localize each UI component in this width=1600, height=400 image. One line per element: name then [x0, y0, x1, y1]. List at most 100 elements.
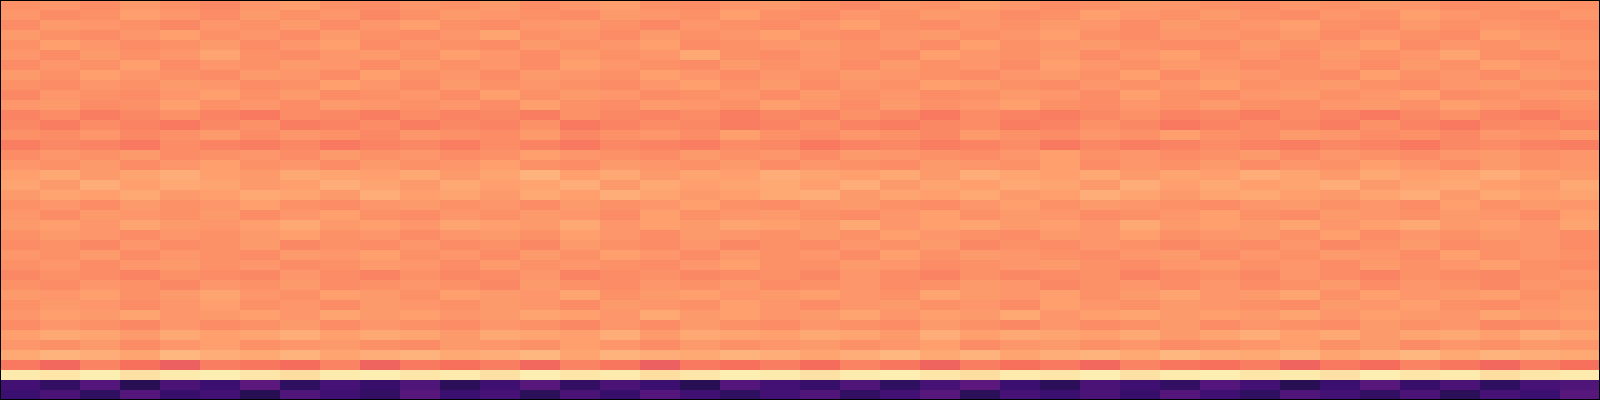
- heatmap-cell: [1360, 260, 1401, 271]
- heatmap-cell: [200, 200, 241, 211]
- heatmap-cell: [1520, 310, 1561, 321]
- heatmap-cell: [1200, 70, 1241, 81]
- heatmap-cell: [0, 150, 41, 161]
- heatmap-cell: [80, 80, 121, 91]
- heatmap-cell: [40, 260, 81, 271]
- heatmap-cell: [760, 120, 801, 131]
- heatmap-cell: [400, 300, 441, 311]
- heatmap-cell: [840, 280, 881, 291]
- heatmap-cell: [1280, 230, 1321, 241]
- heatmap-cell: [760, 160, 801, 171]
- heatmap-cell: [80, 130, 121, 141]
- heatmap-cell: [720, 320, 761, 331]
- heatmap-cell: [720, 70, 761, 81]
- heatmap-cell: [400, 330, 441, 341]
- heatmap-cell: [720, 300, 761, 311]
- heatmap-cell: [1000, 160, 1041, 171]
- heatmap-cell: [200, 160, 241, 171]
- heatmap-cell: [1040, 160, 1081, 171]
- heatmap-cell: [240, 40, 281, 51]
- heatmap-cell: [1360, 250, 1401, 261]
- heatmap-cell: [280, 70, 321, 81]
- heatmap-cell: [800, 390, 841, 400]
- heatmap-cell: [680, 80, 721, 91]
- heatmap-cell: [1400, 100, 1441, 111]
- heatmap-cell: [1560, 170, 1600, 181]
- heatmap-cell: [800, 110, 841, 121]
- heatmap-cell: [1160, 210, 1201, 221]
- heatmap-cell: [640, 290, 681, 301]
- heatmap-cell: [400, 210, 441, 221]
- heatmap-cell: [760, 390, 801, 400]
- heatmap-cell: [1040, 10, 1081, 21]
- heatmap-cell: [840, 130, 881, 141]
- heatmap-cell: [640, 390, 681, 400]
- heatmap-cell: [160, 290, 201, 301]
- heatmap-cell: [840, 160, 881, 171]
- heatmap-cell: [80, 350, 121, 361]
- heatmap-cell: [1280, 30, 1321, 41]
- heatmap-cell: [1520, 290, 1561, 301]
- heatmap-cell: [480, 10, 521, 21]
- heatmap-cell: [760, 370, 801, 381]
- heatmap-cell: [320, 210, 361, 221]
- heatmap-cell: [440, 190, 481, 201]
- heatmap-cell: [240, 240, 281, 251]
- heatmap-cell: [400, 190, 441, 201]
- heatmap-cell: [80, 0, 121, 11]
- heatmap-cell: [960, 240, 1001, 251]
- heatmap-cell: [1560, 10, 1600, 21]
- heatmap-cell: [400, 260, 441, 271]
- heatmap-cell: [240, 160, 281, 171]
- heatmap-cell: [200, 280, 241, 291]
- heatmap-cell: [120, 60, 161, 71]
- heatmap-cell: [1040, 60, 1081, 71]
- heatmap-cell: [600, 250, 641, 261]
- heatmap-cell: [160, 140, 201, 151]
- heatmap-cell: [160, 150, 201, 161]
- heatmap-cell: [80, 370, 121, 381]
- heatmap-cell: [280, 260, 321, 271]
- heatmap-cell: [1400, 370, 1441, 381]
- heatmap-cell: [1240, 250, 1281, 261]
- heatmap-cell: [1360, 200, 1401, 211]
- heatmap-cell: [1120, 10, 1161, 21]
- heatmap-cell: [960, 290, 1001, 301]
- heatmap-cell: [160, 370, 201, 381]
- heatmap-cells: [0, 0, 1600, 400]
- heatmap-cell: [360, 290, 401, 301]
- heatmap-cell: [760, 190, 801, 201]
- heatmap-cell: [1480, 230, 1521, 241]
- heatmap-cell: [920, 20, 961, 31]
- heatmap-cell: [1040, 300, 1081, 311]
- heatmap-cell: [120, 270, 161, 281]
- heatmap-cell: [1360, 370, 1401, 381]
- heatmap-cell: [1280, 320, 1321, 331]
- heatmap-cell: [1240, 390, 1281, 400]
- heatmap-cell: [360, 300, 401, 311]
- heatmap-cell: [240, 30, 281, 41]
- heatmap-cell: [200, 30, 241, 41]
- heatmap-cell: [320, 390, 361, 400]
- heatmap-cell: [560, 160, 601, 171]
- heatmap-cell: [1280, 180, 1321, 191]
- heatmap-cell: [160, 40, 201, 51]
- heatmap-cell: [560, 140, 601, 151]
- heatmap-cell: [400, 350, 441, 361]
- heatmap-cell: [1240, 330, 1281, 341]
- heatmap-cell: [680, 300, 721, 311]
- heatmap-cell: [240, 290, 281, 301]
- heatmap-cell: [760, 80, 801, 91]
- heatmap-cell: [1000, 0, 1041, 11]
- heatmap-cell: [920, 280, 961, 291]
- heatmap-cell: [1000, 390, 1041, 400]
- heatmap-cell: [680, 260, 721, 271]
- heatmap-cell: [1000, 10, 1041, 21]
- heatmap-cell: [1320, 30, 1361, 41]
- heatmap-cell: [280, 280, 321, 291]
- heatmap-cell: [200, 360, 241, 371]
- heatmap-cell: [1160, 130, 1201, 141]
- heatmap-cell: [640, 210, 681, 221]
- heatmap-cell: [400, 280, 441, 291]
- heatmap-cell: [840, 50, 881, 61]
